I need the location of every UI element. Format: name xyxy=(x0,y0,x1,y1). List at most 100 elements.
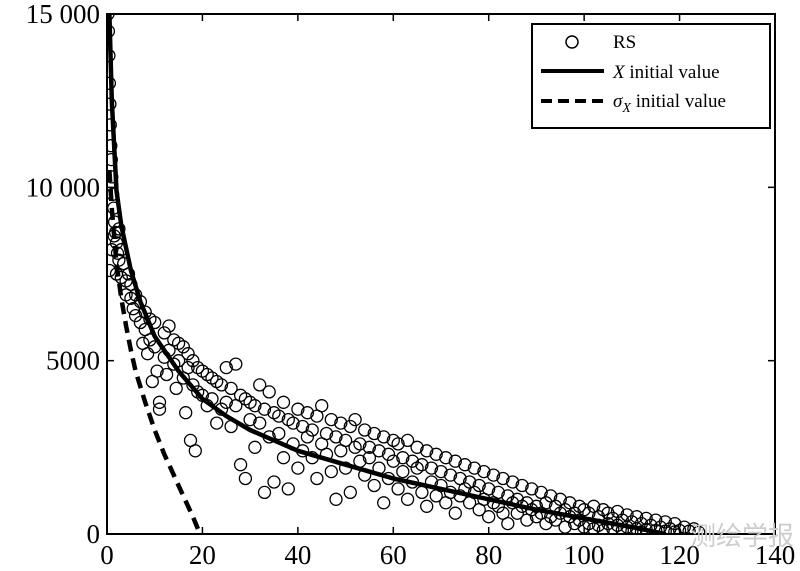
scatter-point xyxy=(253,378,267,392)
x-tick-label: 20 xyxy=(189,540,216,570)
scatter-point xyxy=(472,478,486,493)
scatter-point xyxy=(658,515,672,529)
scatter-point xyxy=(272,409,286,423)
scatter-point xyxy=(668,516,682,531)
scatter-point xyxy=(362,451,377,465)
legend-label-x-text: initial value xyxy=(625,62,720,83)
scatter-point xyxy=(186,354,200,368)
scatter-point xyxy=(491,485,505,500)
scatter-point xyxy=(443,468,458,482)
scatter-point xyxy=(448,454,462,468)
scatter-point xyxy=(415,485,429,500)
scatter-point xyxy=(396,451,410,465)
scatter-point xyxy=(257,485,272,500)
x-tick-label: 40 xyxy=(284,540,311,570)
scatter-point xyxy=(152,402,167,416)
scatter-point xyxy=(229,357,243,371)
scatter-point xyxy=(434,464,448,479)
scatter-point xyxy=(159,367,174,382)
scatter-point xyxy=(329,492,343,506)
scatter-point xyxy=(272,426,286,441)
scatter-point xyxy=(181,360,195,375)
scatter-point xyxy=(257,402,272,416)
scatter-point xyxy=(107,243,119,257)
y-tick-label: 5000 xyxy=(46,346,100,376)
scatter-point xyxy=(152,395,167,409)
scatter-point xyxy=(319,426,334,441)
scatter-point xyxy=(276,395,291,409)
scatter-point xyxy=(238,392,253,406)
scatter-point xyxy=(291,461,305,475)
y-tick-label: 10 000 xyxy=(26,172,100,202)
legend-marker-rs xyxy=(565,35,579,49)
scatter-point xyxy=(343,485,357,500)
x-tick-label: 0 xyxy=(100,540,114,570)
plot-layer xyxy=(107,14,706,534)
legend-label-x-symbol: X xyxy=(612,62,626,83)
scatter-point xyxy=(205,371,219,385)
plot-area xyxy=(107,14,706,534)
scatter-point xyxy=(124,291,138,305)
scatter-point xyxy=(162,319,176,333)
scatter-point xyxy=(248,440,262,454)
legend-label-sigma-sub: X xyxy=(621,101,631,116)
scatter-point xyxy=(262,385,276,399)
scatter-point xyxy=(429,447,443,461)
scatter-point xyxy=(391,437,405,451)
scatter-point xyxy=(415,458,429,472)
scatter-point xyxy=(515,478,529,493)
scatter-point xyxy=(329,430,343,444)
scatter-point xyxy=(353,437,367,451)
scatter-point xyxy=(286,416,300,430)
scatter-point xyxy=(405,454,420,468)
scatter-point xyxy=(367,426,381,441)
x-tick-label: 60 xyxy=(380,540,407,570)
scatter-point xyxy=(486,468,501,482)
scatter-point xyxy=(362,440,377,454)
scatter-point xyxy=(238,471,253,486)
scatter-point xyxy=(367,478,381,493)
legend-box xyxy=(531,23,771,129)
scatter-point xyxy=(310,471,324,486)
scatter-point xyxy=(477,464,491,479)
scatter-point xyxy=(467,461,482,475)
scatter-point xyxy=(505,475,520,489)
scatter-point xyxy=(179,406,193,420)
scatter-point xyxy=(219,360,233,375)
scatter-point xyxy=(567,506,582,520)
scatter-point xyxy=(381,447,396,461)
watermark: 测绘学报 xyxy=(690,522,794,552)
x-tick-label: 100 xyxy=(564,540,605,570)
scatter-point xyxy=(439,451,453,465)
scatter-point xyxy=(386,454,400,468)
scatter-point xyxy=(496,471,510,486)
scatter-point xyxy=(281,482,295,496)
scatter-point xyxy=(358,423,372,437)
scatter-point xyxy=(400,492,415,506)
scatter-point xyxy=(338,433,353,448)
scatter-point xyxy=(126,302,140,316)
scatter-point xyxy=(176,340,190,354)
scatter-point xyxy=(649,513,663,527)
legend-label-rs: RS xyxy=(613,32,636,53)
legend: RS X initial value σX initial value xyxy=(531,23,771,129)
scatter-point xyxy=(157,326,171,340)
scatter-point xyxy=(107,139,118,153)
scatter-point xyxy=(372,444,386,458)
scatter-point xyxy=(539,516,553,531)
scatter-point xyxy=(305,423,319,437)
scatter-point xyxy=(400,433,415,448)
scatter-point xyxy=(291,402,305,416)
series-sigma-x-line xyxy=(107,169,203,534)
scatter-point xyxy=(601,506,615,520)
legend-label-sigma-text: initial value xyxy=(631,91,726,112)
axes-layer: 0 20 40 60 80 100 120 140 0 5000 10 000 15 000 xyxy=(26,0,796,570)
scatter-point xyxy=(107,152,118,167)
scatter-point xyxy=(334,416,348,430)
scatter-point xyxy=(343,419,357,434)
scatter-point xyxy=(300,430,315,444)
legend-label-sigma: σX initial value xyxy=(613,91,726,116)
x-tick-label: 80 xyxy=(475,540,502,570)
x-tick-label: 140 xyxy=(755,540,796,570)
scatter-point xyxy=(458,458,472,472)
